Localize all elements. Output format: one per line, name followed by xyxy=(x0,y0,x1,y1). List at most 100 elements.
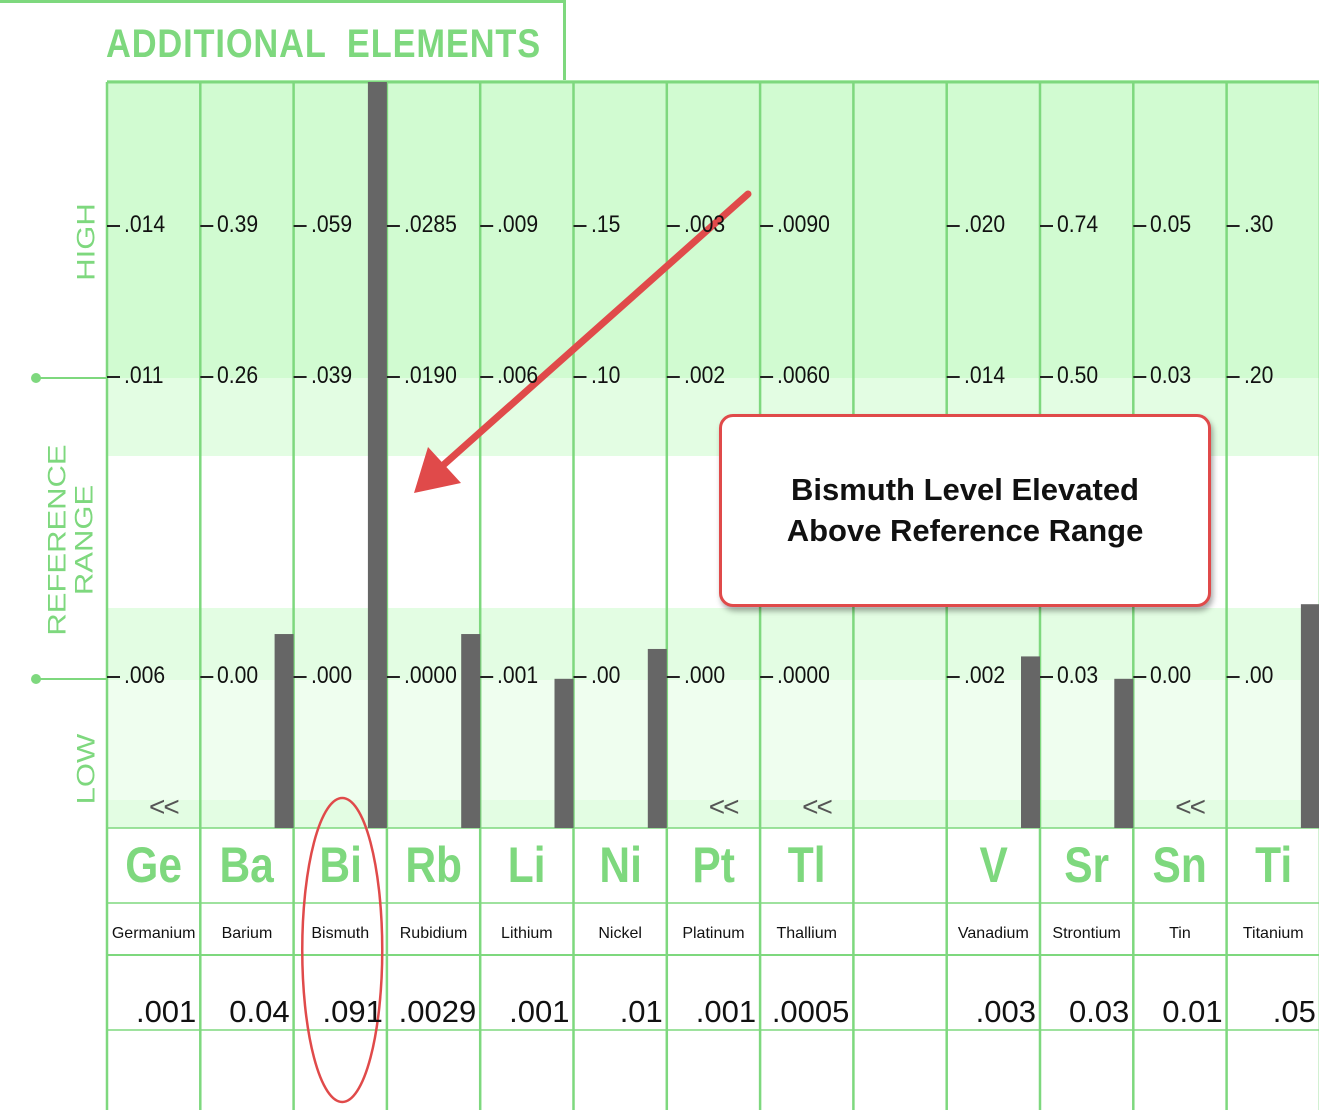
result-value-Rb: .0029 xyxy=(398,994,477,1029)
bar-Ba xyxy=(274,634,294,828)
tick-label-ref-high-Sr: 0.50 xyxy=(1057,362,1099,389)
element-symbol-V: V xyxy=(979,837,1008,893)
element-name-Li: Lithium xyxy=(501,925,553,942)
element-name-Bi: Bismuth xyxy=(311,925,370,942)
element-symbol-Pt: Pt xyxy=(692,837,735,893)
callout-line1: Bismuth Level Elevated xyxy=(790,472,1139,508)
callout-text: Bismuth Level Elevated Above Reference R… xyxy=(787,470,1144,551)
result-value-Ni: .01 xyxy=(619,994,663,1029)
tick-label-high-Bi: .059 xyxy=(310,211,352,238)
bar-Li xyxy=(554,678,574,828)
reference-markers xyxy=(31,225,1240,684)
annotations xyxy=(301,190,752,1104)
element-name-V: Vanadium xyxy=(957,925,1029,942)
element-symbol-Bi: Bi xyxy=(318,837,362,893)
callout-line2: Above Reference Range xyxy=(786,512,1144,548)
reference-marker-dot-1 xyxy=(31,674,41,684)
reference-marker-dot-0 xyxy=(31,373,41,383)
bar-Rb xyxy=(461,634,481,828)
tick-label-ref-low-Li: .001 xyxy=(497,662,539,689)
tick-label-ref-low-Ti: .00 xyxy=(1243,662,1273,689)
below-detection-mark-Ge: << xyxy=(149,791,180,822)
element-name-Sr: Strontium xyxy=(1052,925,1121,942)
arrow-head xyxy=(414,447,461,493)
element-symbol-Li: Li xyxy=(507,837,546,893)
bars xyxy=(274,82,1319,828)
result-value-Li: .001 xyxy=(509,994,570,1029)
bar-Ni xyxy=(647,648,667,828)
element-name-Ba: Barium xyxy=(221,925,273,942)
tick-label-ref-high-Ge: .011 xyxy=(124,362,164,389)
result-value-Sr: 0.03 xyxy=(1068,994,1130,1029)
element-name-Sn: Tin xyxy=(1169,925,1191,942)
tick-label-ref-high-Ba: 0.26 xyxy=(217,362,259,389)
tick-label-ref-high-Ni: .10 xyxy=(590,362,620,389)
tick-label-ref-high-Bi: .039 xyxy=(310,362,352,389)
element-symbol-Rb: Rb xyxy=(405,837,462,893)
tick-label-ref-high-Tl: .0060 xyxy=(777,362,830,389)
tick-label-ref-high-Pt: .002 xyxy=(683,362,725,389)
bar-V xyxy=(1021,656,1040,828)
tick-label-ref-low-V: .002 xyxy=(963,662,1005,689)
band-4 xyxy=(107,608,1319,680)
result-value-Ti: .05 xyxy=(1272,994,1316,1029)
tick-label-ref-high-Li: .006 xyxy=(497,362,539,389)
element-symbol-Sr: Sr xyxy=(1064,837,1110,893)
tick-label-high-Sn: 0.05 xyxy=(1150,211,1192,238)
arrow-shaft xyxy=(436,190,752,472)
tick-label-high-Sr: 0.74 xyxy=(1057,211,1099,238)
tick-label-high-Rb: .0285 xyxy=(403,211,457,238)
element-name-Rb: Rubidium xyxy=(399,925,468,942)
element-symbol-Ge: Ge xyxy=(125,837,182,893)
element-name-Ni: Nickel xyxy=(598,925,642,942)
tick-label-ref-high-Sn: 0.03 xyxy=(1150,362,1192,389)
tick-label-ref-low-Bi: .000 xyxy=(310,662,352,689)
element-name-Pt: Platinum xyxy=(682,925,745,942)
result-value-Bi: .091 xyxy=(322,994,383,1029)
axis-label-reference-line1: REFERENCE xyxy=(42,444,72,636)
tick-label-ref-low-Sr: 0.03 xyxy=(1057,662,1099,689)
tick-label-high-Ba: 0.39 xyxy=(217,211,259,238)
below-detection-mark-Pt: << xyxy=(708,791,740,822)
tick-label-ref-high-V: .014 xyxy=(963,362,1005,389)
below-detection-mark-Sn: << xyxy=(1175,791,1206,822)
element-symbol-Ba: Ba xyxy=(219,837,275,893)
highlight-ellipse xyxy=(301,796,384,1104)
axis-label-high: HIGH xyxy=(71,203,101,281)
tick-label-ref-low-Pt: .000 xyxy=(683,662,725,689)
tick-label-high-Ni: .15 xyxy=(590,211,620,238)
result-value-Tl: .0005 xyxy=(771,994,850,1029)
tick-label-ref-low-Tl: .0000 xyxy=(777,662,830,689)
tick-label-ref-high-Ti: .20 xyxy=(1243,362,1273,389)
tick-label-high-Li: .009 xyxy=(497,211,539,238)
tick-label-high-Tl: .0090 xyxy=(777,211,830,238)
element-name-Ge: Germanium xyxy=(111,925,196,942)
axis-label-reference-line2: RANGE xyxy=(69,484,99,596)
result-value-Sn: 0.01 xyxy=(1162,994,1223,1029)
element-name-Ti: Titanium xyxy=(1242,925,1304,942)
result-value-Ge: .001 xyxy=(135,994,197,1029)
bar-Sr xyxy=(1114,678,1134,828)
tick-label-high-Pt: .003 xyxy=(683,211,725,238)
title-tab xyxy=(0,0,566,80)
tick-label-ref-low-Ni: .00 xyxy=(590,662,620,689)
tick-label-ref-low-Ba: 0.00 xyxy=(217,662,259,689)
bar-Bi xyxy=(367,82,387,828)
tick-label-high-Ge: .014 xyxy=(124,211,166,238)
element-symbol-Sn: Sn xyxy=(1152,837,1208,893)
element-symbol-Ni: Ni xyxy=(598,837,642,893)
axis-label-low: LOW xyxy=(71,733,101,805)
callout-box: Bismuth Level Elevated Above Reference R… xyxy=(719,414,1211,607)
tick-label-ref-low-Ge: .006 xyxy=(124,662,166,689)
chart-title: ADDITIONAL ELEMENTS xyxy=(106,22,542,66)
tick-label-ref-high-Rb: .0190 xyxy=(403,362,457,389)
result-value-Pt: .001 xyxy=(695,994,757,1029)
tick-label-high-V: .020 xyxy=(963,211,1005,238)
result-value-Ba: 0.04 xyxy=(229,994,290,1029)
band-0 xyxy=(107,80,1319,232)
tick-label-ref-low-Sn: 0.00 xyxy=(1150,662,1192,689)
tick-label-high-Ti: .30 xyxy=(1243,211,1273,238)
result-value-V: .003 xyxy=(975,994,1036,1029)
element-symbol-Ti: Ti xyxy=(1254,837,1292,893)
